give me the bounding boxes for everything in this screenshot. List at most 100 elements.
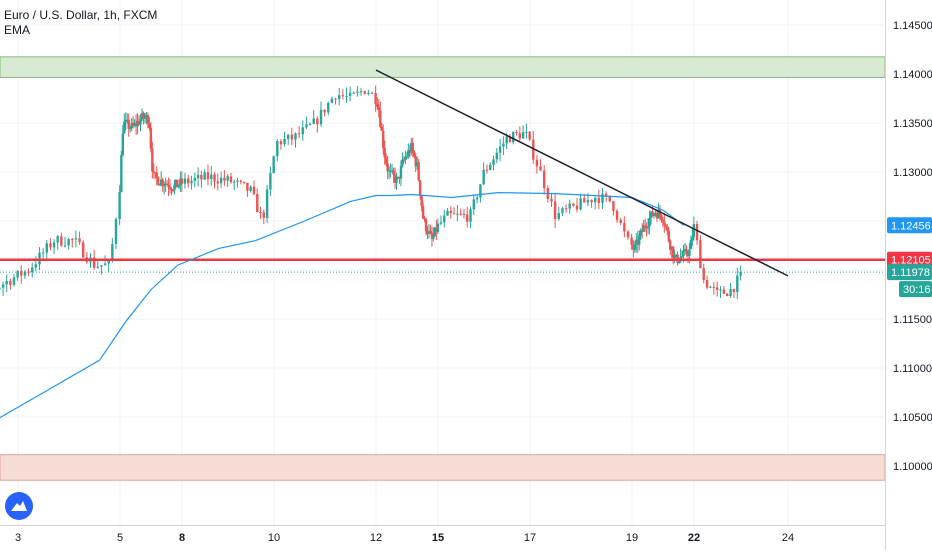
candle-up: [482, 169, 485, 185]
candle-up: [301, 127, 304, 135]
candle-down: [553, 201, 557, 220]
candle-up: [635, 239, 638, 245]
candle-down: [131, 122, 135, 126]
candle-up: [236, 180, 239, 182]
candle-down: [508, 136, 512, 143]
candle-down: [632, 244, 635, 250]
candle-up: [472, 199, 476, 210]
candle-up: [319, 109, 323, 125]
candle-down: [426, 231, 429, 234]
candle-up: [736, 275, 739, 292]
candle-up: [276, 141, 279, 157]
candle-up: [639, 230, 642, 236]
candle-up: [521, 131, 525, 139]
candle-up: [436, 223, 440, 233]
candle-down: [615, 210, 619, 220]
candle-down: [414, 156, 417, 167]
candle-up: [123, 121, 126, 134]
candle-up: [433, 227, 437, 236]
candle-up: [52, 242, 56, 248]
candle-down: [341, 95, 345, 97]
countdown-label: 30:16: [903, 284, 931, 296]
candle-down: [398, 176, 401, 179]
candle-up: [561, 208, 564, 214]
candle-down: [382, 130, 385, 149]
candle-up: [719, 289, 722, 291]
candle-up: [133, 122, 136, 126]
candle-down: [636, 239, 639, 245]
candle-down: [363, 91, 366, 94]
candle-down: [669, 241, 672, 250]
zone-band: [0, 454, 886, 481]
candle-up: [174, 179, 178, 185]
candle-up: [128, 127, 132, 129]
candle-down: [377, 107, 381, 111]
candle-down: [148, 123, 151, 128]
candle-down: [715, 287, 719, 290]
candle-down: [528, 131, 531, 140]
candle-down: [334, 98, 337, 100]
candle-down: [695, 223, 699, 241]
candle-down: [161, 179, 164, 186]
y-tick-label: 1.14500: [893, 20, 932, 32]
candle-down: [180, 178, 184, 184]
tradingview-logo[interactable]: [5, 492, 33, 520]
candle-down: [630, 237, 633, 245]
x-tick-label: 12: [370, 532, 382, 544]
candle-up: [415, 162, 419, 167]
candle-up: [34, 264, 38, 268]
candle-up: [396, 176, 400, 178]
candle-down: [157, 177, 160, 185]
candle-down: [167, 184, 170, 188]
candle-up: [67, 239, 70, 246]
x-tick-label: 8: [179, 532, 185, 544]
candle-up: [689, 240, 693, 250]
candle-up: [654, 213, 657, 215]
candle-down: [9, 280, 12, 285]
candle-down: [564, 208, 568, 210]
x-tick-label: 10: [268, 532, 280, 544]
candle-down: [671, 246, 675, 259]
candle-down: [661, 219, 665, 222]
candle-up: [162, 185, 166, 187]
candle-down: [699, 240, 702, 269]
candle-down: [146, 115, 150, 124]
candle-down: [590, 200, 593, 203]
candle-down: [597, 197, 601, 203]
candle-down: [651, 211, 654, 216]
y-tick-label: 1.10500: [893, 412, 932, 424]
candle-down: [92, 257, 96, 268]
candle-down: [424, 219, 428, 232]
candle-up: [1, 284, 5, 288]
candle-up: [389, 170, 392, 172]
candle-up: [193, 178, 197, 181]
candle-up: [688, 249, 691, 257]
candle-up: [179, 178, 182, 186]
candle-down: [663, 221, 666, 226]
candle-down: [242, 181, 246, 183]
candle-down: [575, 205, 579, 210]
y-tick-label: 1.11000: [893, 363, 932, 375]
y-tick-label: 1.11500: [893, 314, 932, 326]
candle-up: [601, 193, 604, 203]
candle-down: [149, 127, 153, 149]
candle-up: [648, 217, 651, 227]
candle-down: [702, 268, 705, 280]
candle-down: [165, 183, 169, 185]
candle-up: [387, 170, 391, 172]
candle-down: [643, 225, 647, 228]
candle-down: [660, 214, 663, 220]
candle-up: [594, 197, 597, 203]
candle-down: [170, 189, 173, 191]
candle-down: [252, 186, 256, 194]
candle-down: [543, 170, 546, 189]
candle-up: [642, 225, 645, 232]
candle-up: [111, 244, 114, 261]
candle-up: [680, 256, 684, 258]
candle-up: [196, 174, 200, 179]
candle-up: [352, 92, 355, 94]
candle-up: [210, 174, 213, 180]
y-tick-label: 1.13500: [893, 118, 932, 130]
